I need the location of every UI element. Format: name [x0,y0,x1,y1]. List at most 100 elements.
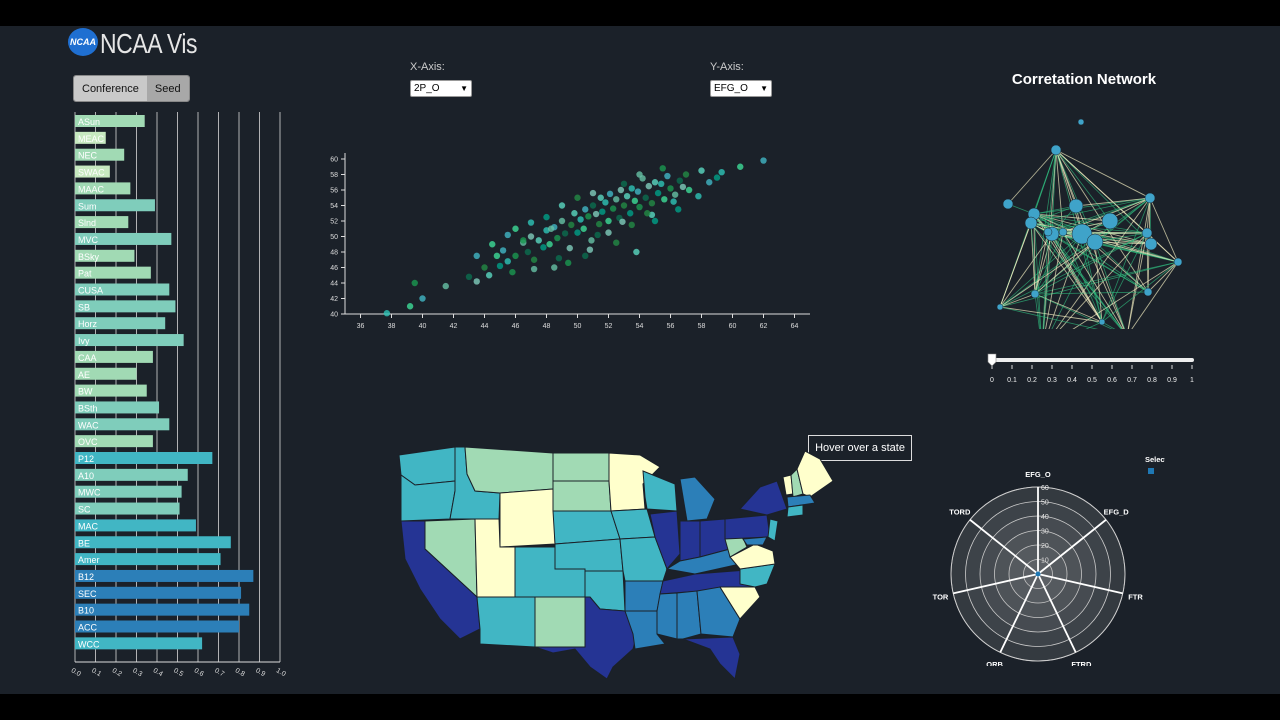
state-north-dakota[interactable] [552,452,610,482]
scatter-point[interactable] [527,233,535,240]
scatter-point[interactable] [481,264,488,271]
bar[interactable] [75,401,160,414]
scatter-point[interactable] [588,237,595,244]
bar[interactable] [75,148,125,161]
scatter-point[interactable] [599,208,606,215]
scatter-point[interactable] [504,231,511,239]
conference-button[interactable]: Conference [74,76,147,101]
bar[interactable] [75,553,221,566]
network-node[interactable] [1144,192,1156,204]
scatter-point[interactable] [406,303,414,310]
network-node[interactable] [1086,233,1104,251]
bar[interactable] [75,384,147,397]
scatter-point[interactable] [659,165,666,172]
scatter-point[interactable] [664,172,671,180]
bar[interactable] [75,300,176,313]
scatter-point[interactable] [661,196,668,203]
scatter-point[interactable] [627,210,634,217]
scatter-point[interactable] [651,179,659,186]
scatter-point[interactable] [568,221,575,229]
state-south-dakota[interactable] [552,480,612,512]
network-node[interactable] [1141,227,1153,239]
scatter-point[interactable] [530,256,538,263]
scatter-point[interactable] [651,217,659,225]
scatter-point[interactable] [535,237,542,244]
scatter-point[interactable] [499,247,507,254]
scatter-point[interactable] [713,174,721,181]
scatter-point[interactable] [547,225,555,232]
scatter-point[interactable] [620,180,628,187]
network-node[interactable] [1101,212,1119,230]
scatter-point[interactable] [527,219,535,226]
bar[interactable] [75,586,242,599]
scatter-point[interactable] [605,217,612,225]
state-wyoming[interactable] [499,488,556,548]
scatter-point[interactable] [558,217,566,225]
scatter-point[interactable] [760,157,767,164]
network-node[interactable] [1068,198,1084,214]
scatter-point[interactable] [585,213,592,220]
scatter-point[interactable] [577,216,584,223]
scatter-point[interactable] [512,225,519,232]
state-new-jersey[interactable] [767,518,779,542]
network-node[interactable] [1030,289,1040,299]
scatter-point[interactable] [737,163,744,170]
bar[interactable] [75,468,188,481]
scatter-point[interactable] [582,206,589,213]
scatter-point[interactable] [636,171,643,178]
scatter-point[interactable] [594,231,601,239]
scatter-point[interactable] [554,234,561,242]
bar[interactable] [75,115,145,127]
scatter-point[interactable] [613,196,620,203]
scatter-point[interactable] [619,218,626,225]
scatter-point[interactable] [648,199,656,207]
state-new-york[interactable] [739,480,788,516]
scatter-point[interactable] [586,246,594,253]
scatter-point[interactable] [706,179,713,186]
scatter-point[interactable] [628,221,635,229]
scatter-point[interactable] [566,244,573,252]
network-node[interactable] [1071,223,1093,245]
state-california[interactable] [400,520,481,640]
bar[interactable] [75,182,131,195]
bar[interactable] [75,199,155,212]
network-node[interactable] [1024,216,1038,230]
scatter-point[interactable] [574,194,581,201]
network-node[interactable] [1143,287,1153,297]
state-maryland[interactable] [742,536,768,546]
scatter-point[interactable] [411,279,418,287]
scatter-point[interactable] [628,185,635,192]
scatter-point[interactable] [524,248,532,256]
scatter-point[interactable] [551,264,558,271]
scatter-point[interactable] [520,237,527,244]
state-montana[interactable] [464,446,554,494]
bar[interactable] [75,131,106,144]
scatter-point[interactable] [634,188,642,195]
network-node[interactable] [1144,237,1158,251]
scatter-point[interactable] [636,203,643,211]
scatter-point[interactable] [582,252,589,260]
scatter-point[interactable] [670,198,677,205]
state-nebraska[interactable] [552,510,621,545]
bar[interactable] [75,637,203,650]
scatter-point[interactable] [465,273,473,280]
scatter-point[interactable] [561,230,569,237]
scatter-point[interactable] [546,241,553,248]
scatter-point[interactable] [574,229,581,236]
bar[interactable] [75,452,213,464]
scatter-point[interactable] [509,268,516,276]
state-florida[interactable] [682,636,741,679]
bar[interactable] [75,485,182,498]
scatter-point[interactable] [642,194,649,201]
scatter-point[interactable] [620,202,628,209]
state-maine[interactable] [796,450,834,498]
bar[interactable] [75,418,170,431]
scatter-point[interactable] [442,282,449,290]
bar[interactable] [75,165,110,178]
threshold-slider[interactable]: 0 0.1 0.2 0.3 0.4 0.5 0.6 0.7 0.8 0.9 1 [980,351,1205,391]
scatter-point[interactable] [654,189,662,197]
state-michigan[interactable] [679,476,716,522]
scatter-point[interactable] [658,180,665,187]
scatter-point[interactable] [580,225,587,232]
scatter-point[interactable] [597,194,604,201]
